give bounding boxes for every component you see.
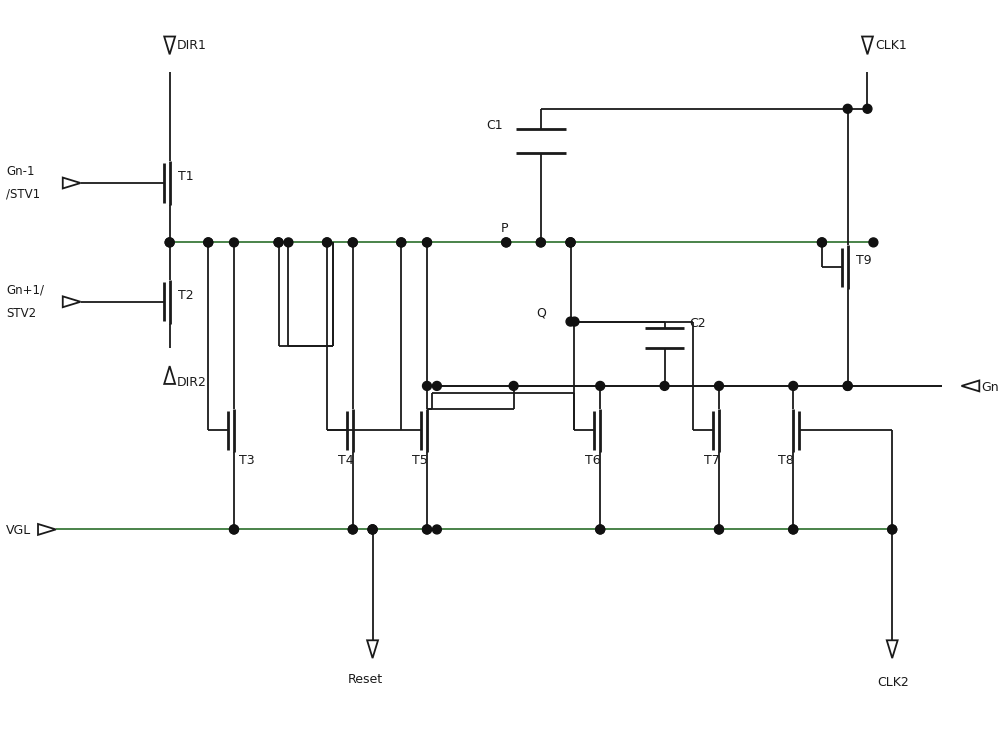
Text: Gn: Gn <box>981 381 999 394</box>
Circle shape <box>323 238 331 247</box>
Text: CLK2: CLK2 <box>877 676 909 689</box>
Polygon shape <box>63 178 81 188</box>
Circle shape <box>348 525 357 534</box>
Text: CLK1: CLK1 <box>875 39 907 52</box>
Text: Reset: Reset <box>348 673 383 686</box>
Circle shape <box>204 238 213 247</box>
Text: VGL: VGL <box>6 525 32 538</box>
Circle shape <box>432 382 441 390</box>
Circle shape <box>888 525 897 534</box>
Text: Gn-1: Gn-1 <box>6 165 35 178</box>
Circle shape <box>869 238 878 247</box>
Circle shape <box>397 238 406 247</box>
Circle shape <box>348 238 357 247</box>
Text: T1: T1 <box>178 170 193 183</box>
Circle shape <box>789 525 798 534</box>
Circle shape <box>566 317 575 326</box>
Circle shape <box>566 238 575 247</box>
Circle shape <box>817 238 826 247</box>
Circle shape <box>230 525 238 534</box>
Polygon shape <box>367 640 378 658</box>
Circle shape <box>368 525 377 534</box>
Circle shape <box>423 238 431 247</box>
Circle shape <box>536 238 545 247</box>
Circle shape <box>660 382 669 390</box>
Text: T4: T4 <box>338 454 354 467</box>
Circle shape <box>423 525 431 534</box>
Circle shape <box>423 238 431 247</box>
Circle shape <box>715 525 723 534</box>
Polygon shape <box>63 296 81 307</box>
Text: STV2: STV2 <box>6 307 36 320</box>
Circle shape <box>843 382 852 390</box>
Circle shape <box>274 238 283 247</box>
Circle shape <box>888 525 897 534</box>
Text: T3: T3 <box>239 454 255 467</box>
Circle shape <box>843 382 852 390</box>
Text: DIR1: DIR1 <box>177 39 206 52</box>
Circle shape <box>274 238 283 247</box>
Circle shape <box>596 525 605 534</box>
Circle shape <box>596 382 605 390</box>
Polygon shape <box>961 380 979 392</box>
Circle shape <box>230 238 238 247</box>
Circle shape <box>596 525 605 534</box>
Circle shape <box>432 525 441 534</box>
Circle shape <box>863 104 872 113</box>
Text: T2: T2 <box>178 289 193 302</box>
Text: T7: T7 <box>704 454 720 467</box>
Circle shape <box>204 238 213 247</box>
Circle shape <box>423 525 431 534</box>
Polygon shape <box>164 36 175 54</box>
Circle shape <box>165 238 174 247</box>
Circle shape <box>348 238 357 247</box>
Circle shape <box>502 238 511 247</box>
Circle shape <box>368 525 377 534</box>
Text: P: P <box>501 222 509 236</box>
Text: T8: T8 <box>778 454 794 467</box>
Circle shape <box>789 382 798 390</box>
Circle shape <box>348 525 357 534</box>
Circle shape <box>566 238 575 247</box>
Circle shape <box>789 525 798 534</box>
Polygon shape <box>164 366 175 384</box>
Circle shape <box>843 104 852 113</box>
Circle shape <box>715 525 723 534</box>
Text: T6: T6 <box>585 454 601 467</box>
Polygon shape <box>38 524 56 535</box>
Text: Q: Q <box>536 307 546 320</box>
Circle shape <box>715 382 723 390</box>
Text: C2: C2 <box>689 317 706 330</box>
Circle shape <box>570 317 579 326</box>
Text: Gn+1/: Gn+1/ <box>6 284 44 297</box>
Text: T5: T5 <box>412 454 428 467</box>
Text: /STV1: /STV1 <box>6 187 40 201</box>
Circle shape <box>230 525 238 534</box>
Text: DIR2: DIR2 <box>177 376 206 389</box>
Circle shape <box>536 238 545 247</box>
Text: C1: C1 <box>486 119 503 132</box>
Polygon shape <box>887 640 898 658</box>
Circle shape <box>817 238 826 247</box>
Circle shape <box>284 238 293 247</box>
Circle shape <box>566 238 575 247</box>
Circle shape <box>165 238 174 247</box>
Circle shape <box>323 238 331 247</box>
Circle shape <box>397 238 406 247</box>
Text: T9: T9 <box>856 254 871 267</box>
Circle shape <box>509 382 518 390</box>
Circle shape <box>368 525 377 534</box>
Circle shape <box>423 382 431 390</box>
Circle shape <box>502 238 511 247</box>
Polygon shape <box>862 36 873 54</box>
